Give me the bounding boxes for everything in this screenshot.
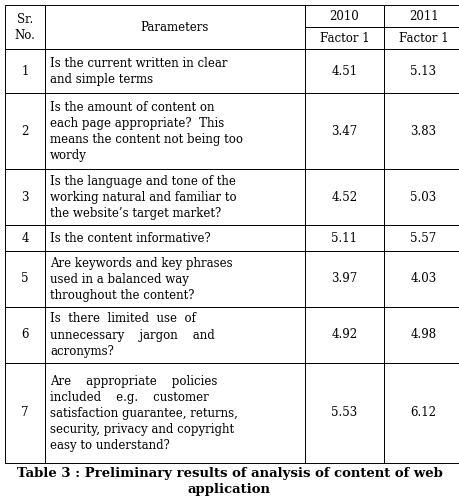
Text: 6.12: 6.12	[410, 407, 437, 420]
Text: Is the language and tone of the
working natural and familiar to
the website’s ta: Is the language and tone of the working …	[50, 175, 237, 220]
Text: 5.57: 5.57	[410, 232, 437, 245]
Text: 4: 4	[21, 232, 29, 245]
Bar	[5, 225, 45, 251]
Text: 3.83: 3.83	[410, 124, 437, 138]
Text: 2011: 2011	[409, 9, 438, 22]
Bar	[5, 49, 45, 93]
Bar	[45, 363, 305, 463]
Bar	[305, 5, 384, 27]
Bar	[384, 251, 459, 307]
Bar	[305, 363, 384, 463]
Text: Table 3 : Preliminary results of analysis of content of web
application: Table 3 : Preliminary results of analysi…	[17, 467, 442, 496]
Bar	[5, 251, 45, 307]
Bar	[384, 49, 459, 93]
Text: 5.53: 5.53	[331, 407, 358, 420]
Text: 2: 2	[21, 124, 28, 138]
Bar	[5, 307, 45, 363]
Text: 3: 3	[21, 191, 29, 204]
Text: 1: 1	[21, 64, 28, 77]
Text: Are keywords and key phrases
used in a balanced way
throughout the content?: Are keywords and key phrases used in a b…	[50, 256, 233, 301]
Bar	[384, 363, 459, 463]
Bar	[45, 93, 305, 169]
Text: 3.97: 3.97	[331, 272, 358, 285]
Bar	[384, 93, 459, 169]
Text: Factor 1: Factor 1	[319, 31, 369, 44]
Bar	[384, 225, 459, 251]
Bar	[5, 93, 45, 169]
Bar	[45, 169, 305, 225]
Bar	[45, 307, 305, 363]
Bar	[45, 251, 305, 307]
Bar	[305, 251, 384, 307]
Text: 5: 5	[21, 272, 29, 285]
Text: 2010: 2010	[330, 9, 359, 22]
Text: 4.03: 4.03	[410, 272, 437, 285]
Text: Is the content informative?: Is the content informative?	[50, 232, 211, 245]
Text: 5.03: 5.03	[410, 191, 437, 204]
Text: Parameters: Parameters	[141, 20, 209, 33]
Bar	[384, 27, 459, 49]
Text: Are    appropriate    policies
included    e.g.    customer
satisfaction guarant: Are appropriate policies included e.g. c…	[50, 375, 238, 452]
Bar	[384, 169, 459, 225]
Bar	[305, 225, 384, 251]
Text: 5.11: 5.11	[331, 232, 358, 245]
Bar	[45, 49, 305, 93]
Text: Is the amount of content on
each page appropriate?  This
means the content not b: Is the amount of content on each page ap…	[50, 100, 243, 162]
Bar	[45, 5, 305, 49]
Text: Factor 1: Factor 1	[399, 31, 448, 44]
Text: 3.47: 3.47	[331, 124, 358, 138]
Bar	[5, 5, 45, 49]
Text: Sr.
No.: Sr. No.	[15, 12, 35, 41]
Bar	[5, 363, 45, 463]
Text: Is  there  limited  use  of
unnecessary    jargon    and
acronyms?: Is there limited use of unnecessary jarg…	[50, 312, 215, 357]
Text: 4.52: 4.52	[331, 191, 358, 204]
Bar	[45, 225, 305, 251]
Bar	[5, 169, 45, 225]
Bar	[384, 307, 459, 363]
Bar	[305, 307, 384, 363]
Bar	[305, 49, 384, 93]
Text: 6: 6	[21, 328, 29, 341]
Text: 4.92: 4.92	[331, 328, 358, 341]
Bar	[305, 27, 384, 49]
Bar	[384, 5, 459, 27]
Text: Is the current written in clear
and simple terms: Is the current written in clear and simp…	[50, 56, 228, 85]
Text: 5.13: 5.13	[410, 64, 437, 77]
Bar	[305, 169, 384, 225]
Text: 7: 7	[21, 407, 29, 420]
Text: 4.51: 4.51	[331, 64, 358, 77]
Text: 4.98: 4.98	[410, 328, 437, 341]
Bar	[305, 93, 384, 169]
